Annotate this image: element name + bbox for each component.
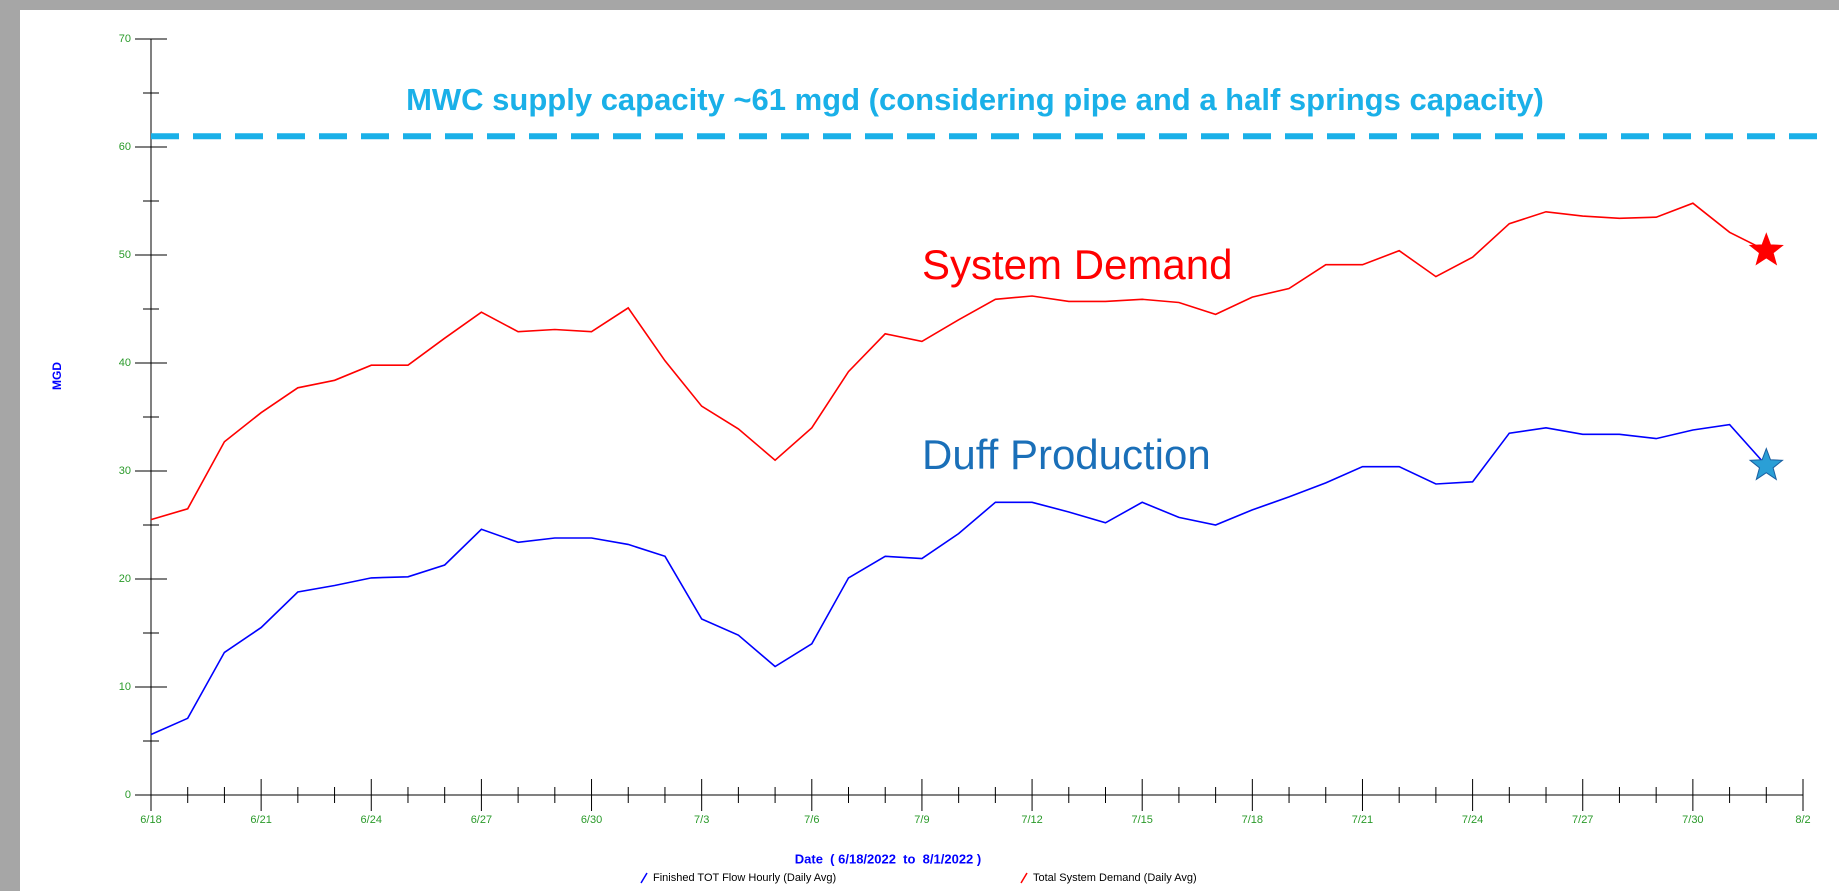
x-tick-label: 7/27: [1572, 814, 1593, 826]
x-tick-label: 7/21: [1352, 814, 1373, 826]
x-tick-label: 6/18: [140, 814, 161, 826]
x-axis-label: Date ( 6/18/2022 to 8/1/2022 ): [795, 851, 981, 866]
x-tick-label: 6/21: [250, 814, 271, 826]
legend-label: Total System Demand (Daily Avg): [1033, 872, 1197, 884]
x-tick-label: 6/24: [361, 814, 382, 826]
x-tick-label: 6/27: [471, 814, 492, 826]
y-tick-label: 10: [119, 681, 131, 693]
legend-label: Finished TOT Flow Hourly (Daily Avg): [653, 872, 836, 884]
y-tick-label: 50: [119, 249, 131, 261]
y-tick-label: 40: [119, 357, 131, 369]
y-tick-label: 60: [119, 141, 131, 153]
x-tick-label: 7/9: [914, 814, 929, 826]
x-tick-label: 8/2: [1795, 814, 1810, 826]
y-tick-label: 20: [119, 573, 131, 585]
x-tick-label: 7/18: [1242, 814, 1263, 826]
y-tick-label: 70: [119, 33, 131, 45]
end-marker: [1748, 447, 1784, 481]
y-axis-label: MGD: [50, 362, 64, 390]
annotation: MWC supply capacity ~61 mgd (considering…: [406, 82, 1544, 117]
annotation: Duff Production: [922, 431, 1211, 478]
panel: [20, 10, 1839, 891]
legend-swatch: [1020, 872, 1028, 884]
x-tick-label: 7/24: [1462, 814, 1483, 826]
x-tick-label: 7/30: [1682, 814, 1703, 826]
x-tick-label: 6/30: [581, 814, 602, 826]
y-tick-label: 30: [119, 465, 131, 477]
x-tick-label: 7/15: [1131, 814, 1152, 826]
y-tick-label: 0: [125, 789, 131, 801]
series-line: [150, 202, 1767, 521]
x-tick-label: 7/12: [1021, 814, 1042, 826]
series-line: [150, 423, 1767, 736]
x-tick-label: 7/3: [694, 814, 709, 826]
end-marker: [1748, 232, 1784, 266]
x-tick-label: 7/6: [804, 814, 819, 826]
annotation: System Demand: [922, 241, 1232, 288]
legend-swatch: [640, 872, 648, 884]
